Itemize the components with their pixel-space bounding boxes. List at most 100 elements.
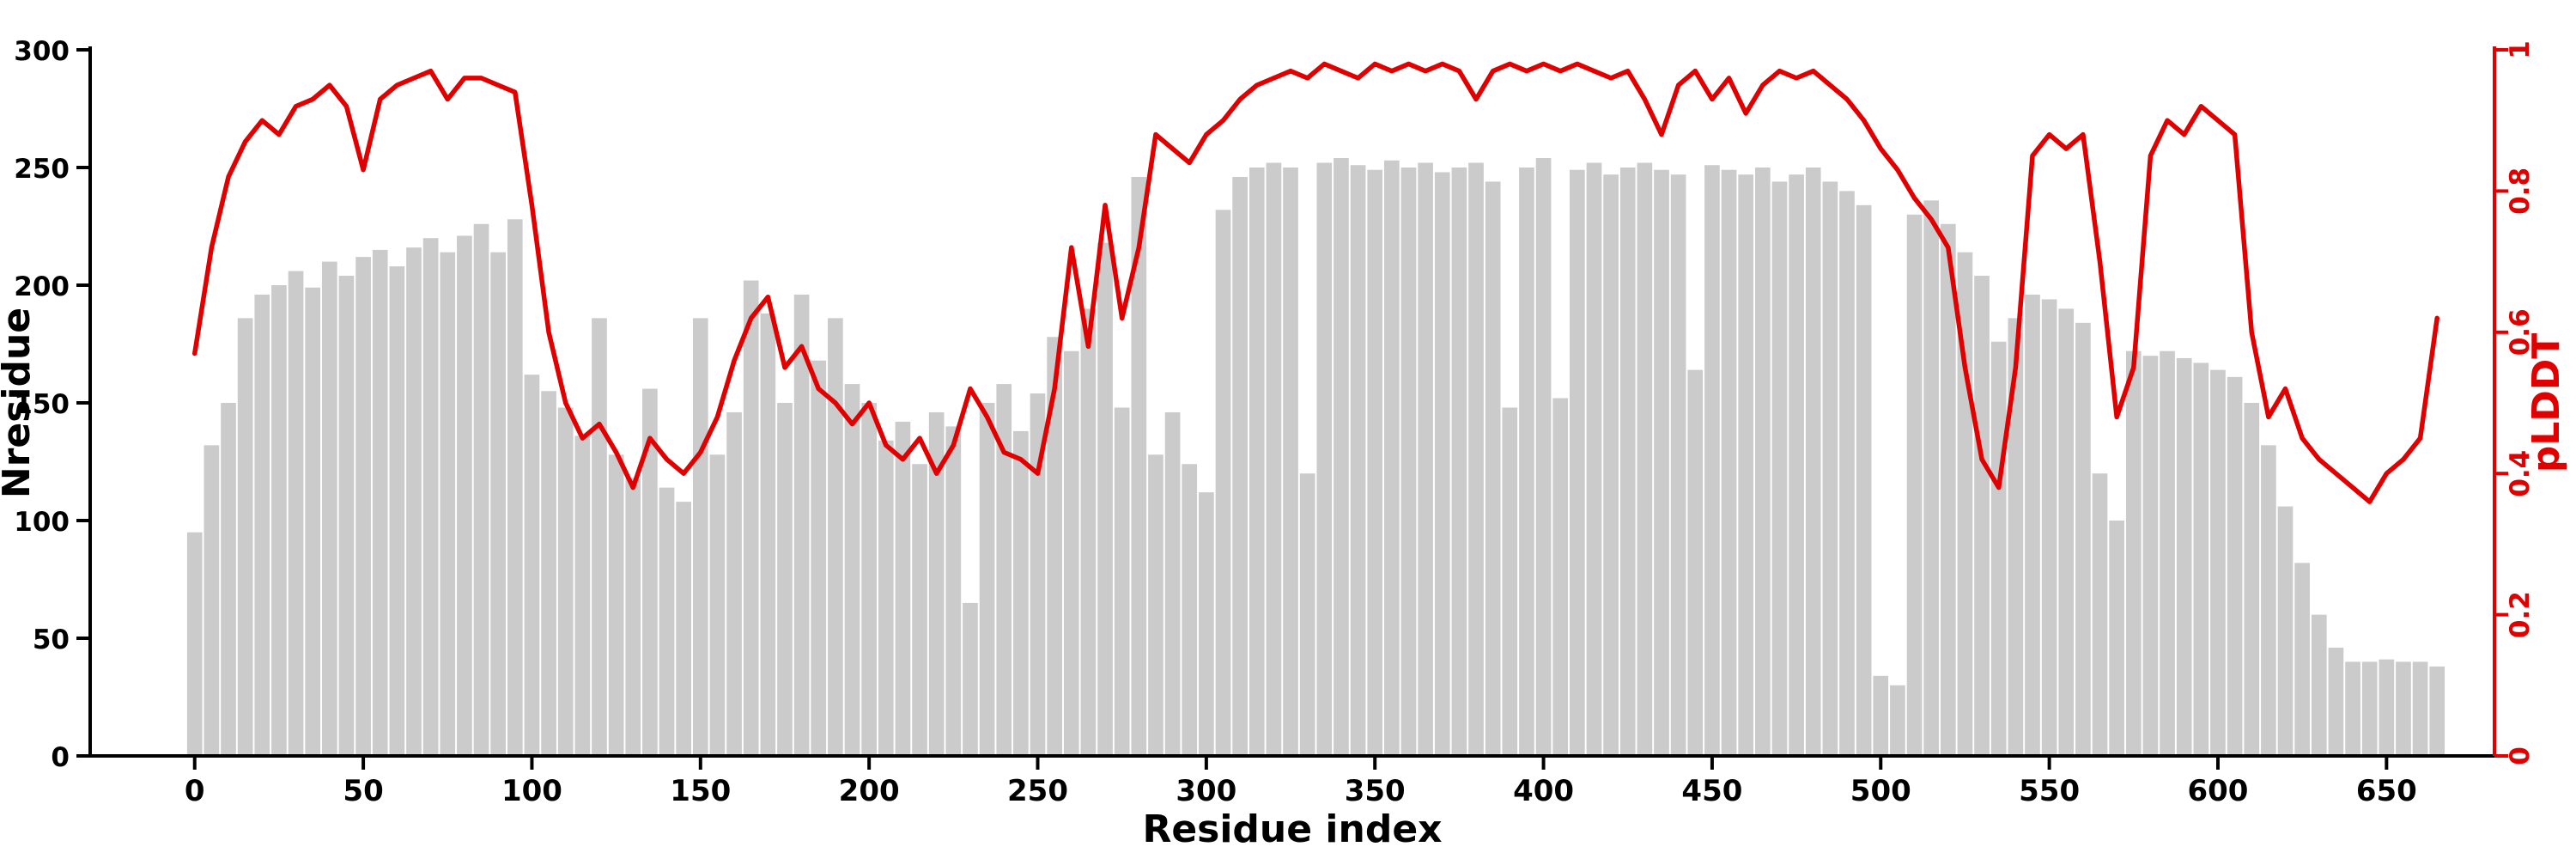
- nresidue-bar: [912, 464, 927, 756]
- y-right-tick-label: 0.8: [2505, 168, 2536, 215]
- x-tick-label: 400: [1513, 774, 1574, 808]
- nresidue-bar: [1418, 162, 1433, 756]
- x-tick-label: 250: [1007, 774, 1068, 808]
- x-tick-label: 0: [185, 774, 205, 808]
- nresidue-bar: [473, 223, 489, 756]
- nresidue-bar: [288, 271, 304, 756]
- nresidue-bar: [1030, 393, 1046, 756]
- nresidue-bar: [844, 384, 860, 756]
- nresidue-bar: [305, 287, 321, 756]
- nresidue-bar: [2227, 376, 2243, 756]
- y-axis-right: 0 0.2 0.4 0.6 0.8 1 pLDDT: [2493, 40, 2568, 765]
- nresidue-bar: [1400, 168, 1417, 756]
- x-tick-label: 150: [670, 774, 731, 808]
- x-axis-label: Residue index: [1142, 807, 1442, 851]
- nresidue-bar: [709, 454, 726, 756]
- nresidue-bar: [1367, 169, 1383, 757]
- nresidue-bar: [2025, 294, 2040, 757]
- nresidue-bar: [2125, 350, 2142, 756]
- nresidue-bar: [2176, 357, 2192, 756]
- nresidue-bar: [1334, 158, 1349, 757]
- nresidue-bar: [440, 252, 456, 756]
- nresidue-bar: [1063, 350, 1079, 756]
- nresidue-bar: [1586, 162, 1602, 756]
- x-tick-label: 600: [2187, 774, 2248, 808]
- nresidue-bar: [2160, 350, 2175, 756]
- x-tick-label: 50: [343, 774, 383, 808]
- x-tick-label: 450: [1681, 774, 1742, 808]
- nresidue-bar: [1535, 158, 1552, 757]
- nresidue-bar: [237, 318, 253, 756]
- plddt-line: [191, 61, 2439, 504]
- nresidue-bar: [355, 257, 371, 756]
- nresidue-bar: [1552, 398, 1569, 756]
- nresidue-bar: [2345, 661, 2360, 756]
- nresidue-bar: [2311, 614, 2327, 756]
- nresidue-bar: [1654, 169, 1669, 757]
- nresidue-bar: [1148, 454, 1163, 756]
- nresidue-bar: [1215, 210, 1231, 756]
- nresidue-bar: [608, 454, 624, 756]
- y-left-tick-label: 300: [14, 36, 70, 67]
- nresidue-bar: [1502, 407, 1518, 756]
- nresidue-bar: [1637, 162, 1653, 756]
- y-left-tick-label: 150: [14, 389, 70, 420]
- nresidue-bar: [1299, 473, 1315, 756]
- nresidue-bar: [1080, 308, 1097, 756]
- y-right-tick-label: 1: [2505, 40, 2536, 59]
- nresidue-bar: [2008, 318, 2024, 756]
- y-left-tick-label: 250: [14, 154, 70, 185]
- y-left-tick-label: 200: [14, 271, 70, 302]
- nresidue-bar: [1974, 276, 1990, 756]
- nresidue-bar: [1670, 174, 1686, 757]
- x-tick-label: 550: [2019, 774, 2080, 808]
- nresidue-bar: [1451, 168, 1467, 756]
- nresidue-bar: [389, 266, 405, 757]
- x-tick-label: 500: [1850, 774, 1911, 808]
- nresidue-bar: [372, 249, 388, 756]
- nresidue-bar: [760, 313, 776, 756]
- nresidue-bar: [406, 247, 422, 756]
- nresidue-bar: [979, 403, 995, 756]
- nresidue-bar: [1570, 169, 1585, 757]
- nresidue-bar: [642, 388, 658, 756]
- x-tick-label: 200: [839, 774, 900, 808]
- nresidue-bar: [1839, 191, 1855, 756]
- nresidue-bar: [1485, 181, 1501, 756]
- nresidue-bar: [1822, 181, 1838, 756]
- nresidue-bar: [2328, 647, 2344, 756]
- nresidue-bar: [963, 602, 978, 756]
- nresidue-bar: [1266, 162, 1282, 756]
- nresidue-bar: [507, 219, 523, 756]
- nresidue-bar: [861, 403, 877, 756]
- nresidue-bar: [2109, 521, 2124, 756]
- nresidue-bar: [2058, 308, 2075, 756]
- nresidue-bar: [996, 384, 1012, 756]
- nresidue-bar: [945, 426, 962, 756]
- nresidue-bar: [1619, 168, 1636, 756]
- nresidue-bar: [2261, 445, 2276, 756]
- y-axis-label-left: Nresidue: [0, 308, 39, 498]
- x-tick-label: 300: [1176, 774, 1236, 808]
- nresidue-bar: [676, 502, 691, 756]
- nresidue-bar: [2361, 661, 2378, 756]
- nresidue-bar: [1182, 464, 1198, 756]
- nresidue-bar: [1771, 181, 1788, 756]
- y-right-tick-label: 0: [2505, 746, 2536, 765]
- nresidue-bar: [2210, 369, 2226, 756]
- nresidue-bar: [2277, 506, 2293, 756]
- nresidue-bar: [1384, 160, 1400, 756]
- nresidue-bar: [659, 487, 675, 756]
- nresidue-bar: [1013, 430, 1029, 756]
- nresidue-bar: [793, 294, 810, 757]
- nresidue-bar: [541, 391, 556, 756]
- nresidue-bar: [743, 280, 759, 756]
- nresidue-bar: [2193, 362, 2209, 756]
- nresidue-bar: [1805, 168, 1821, 756]
- x-axis: 0 50 100 150 200 250 300 350 400 450 500 550 600 650 R…: [90, 754, 2494, 851]
- nresidue-bar: [592, 318, 607, 756]
- nresidue-bar: [186, 532, 203, 756]
- nresidue-bar: [254, 294, 270, 757]
